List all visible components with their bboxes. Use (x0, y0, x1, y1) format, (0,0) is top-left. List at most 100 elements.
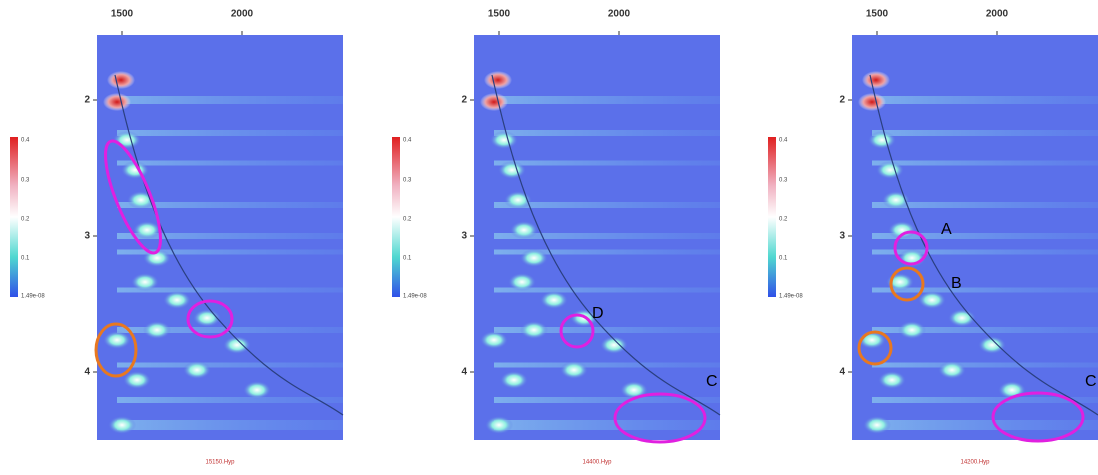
energy-blob (520, 249, 548, 267)
streak (117, 202, 343, 208)
caption: 14200.Hyp (960, 460, 990, 466)
highlight (104, 139, 162, 255)
panel: 1500 2000 2 3 4 0.4 0.3 0.2 0.1 1.49e-08 14200.Hyp… (768, 9, 1098, 466)
colorbar (392, 137, 400, 297)
y-tick-label: 2 (461, 95, 467, 106)
energy-blob (103, 331, 131, 349)
streak (872, 233, 1098, 239)
energy-blob (107, 71, 135, 89)
x-tick-label: 2000 (608, 9, 631, 20)
energy-blob (868, 131, 896, 149)
y-tick-label: 3 (84, 231, 90, 242)
colorbar-label: 0.2 (21, 217, 30, 223)
streak (872, 362, 1098, 368)
energy-blob (183, 361, 211, 379)
streak (494, 397, 720, 403)
highlight (889, 266, 925, 302)
annotation-letter: A (941, 221, 952, 238)
caption: 14400.Hyp (582, 460, 612, 466)
energy-blob (978, 336, 1006, 354)
streak (117, 362, 343, 368)
energy-blob (143, 321, 171, 339)
energy-blob (243, 381, 271, 399)
energy-blob (510, 221, 538, 239)
colorbar (768, 137, 776, 297)
caption: 15150.Hyp (205, 460, 235, 466)
streak (117, 130, 343, 136)
streak (117, 249, 343, 255)
streak (117, 327, 343, 333)
energy-blob (193, 309, 221, 327)
colorbar-label: 0.1 (21, 256, 30, 262)
streak (872, 130, 1098, 136)
y-tick-label: 4 (461, 367, 467, 378)
energy-blob (620, 381, 648, 399)
highlight (186, 299, 234, 339)
y-tick-label: 2 (84, 95, 90, 106)
streak (872, 397, 1098, 403)
panel: 1500 2000 2 3 4 0.4 0.3 0.2 0.1 1.49e-08 15150.Hyp (10, 9, 344, 466)
energy-blob (108, 416, 136, 434)
energy-blob (480, 331, 508, 349)
energy-blob (540, 291, 568, 309)
energy-blob (123, 371, 151, 389)
streak (494, 420, 720, 430)
energy-blob (918, 291, 946, 309)
annotation-letter: C (706, 373, 718, 390)
annotation-letter: C (1085, 373, 1097, 390)
streak (117, 96, 343, 104)
velocity-curve (869, 74, 1098, 416)
colorbar-label: 0.3 (779, 178, 788, 184)
energy-blob (133, 221, 161, 239)
velocity-curve (114, 74, 344, 416)
energy-blob (898, 321, 926, 339)
colorbar-label: 1.49e-08 (21, 294, 45, 300)
highlight (559, 313, 595, 349)
streak (872, 287, 1098, 293)
highlight (991, 391, 1085, 443)
streak (872, 202, 1098, 208)
energy-blob (103, 93, 131, 111)
highlight (857, 330, 893, 366)
energy-blob (863, 416, 891, 434)
highlight (893, 230, 929, 266)
energy-blob (520, 321, 548, 339)
x-tick-label: 2000 (986, 9, 1009, 20)
energy-blob (223, 336, 251, 354)
highlight (94, 322, 138, 378)
streak (872, 327, 1098, 333)
energy-blob (948, 309, 976, 327)
streak (872, 420, 1098, 430)
colorbar-label: 0.1 (403, 256, 412, 262)
streak (872, 96, 1098, 104)
x-tick-label: 1500 (488, 9, 511, 20)
panel: 1500 2000 2 3 4 0.4 0.3 0.2 0.1 1.49e-08 14400.Hyp… (392, 9, 721, 466)
colorbar-label: 1.49e-08 (403, 294, 427, 300)
streak (494, 287, 720, 293)
streak (872, 160, 1098, 166)
streak (494, 160, 720, 166)
colorbar-label: 0.4 (779, 138, 788, 144)
energy-blob (858, 93, 886, 111)
x-tick-label: 1500 (866, 9, 889, 20)
energy-blob (485, 416, 513, 434)
colorbar-label: 0.2 (779, 217, 788, 223)
x-tick-label: 1500 (111, 9, 134, 20)
highlight (613, 392, 707, 444)
streak (117, 397, 343, 403)
annotation-letter: B (951, 275, 962, 292)
energy-blob (498, 161, 526, 179)
streak (117, 420, 343, 430)
energy-blob (484, 71, 512, 89)
energy-blob (113, 131, 141, 149)
streak (494, 130, 720, 136)
energy-blob (876, 161, 904, 179)
y-tick-label: 3 (839, 231, 845, 242)
colorbar-label: 0.2 (403, 217, 412, 223)
colorbar-label: 0.3 (403, 178, 412, 184)
streak (494, 202, 720, 208)
velocity-curve (491, 74, 721, 416)
energy-blob (500, 371, 528, 389)
colorbar-label: 0.1 (779, 256, 788, 262)
annotation-letter: D (592, 305, 604, 322)
